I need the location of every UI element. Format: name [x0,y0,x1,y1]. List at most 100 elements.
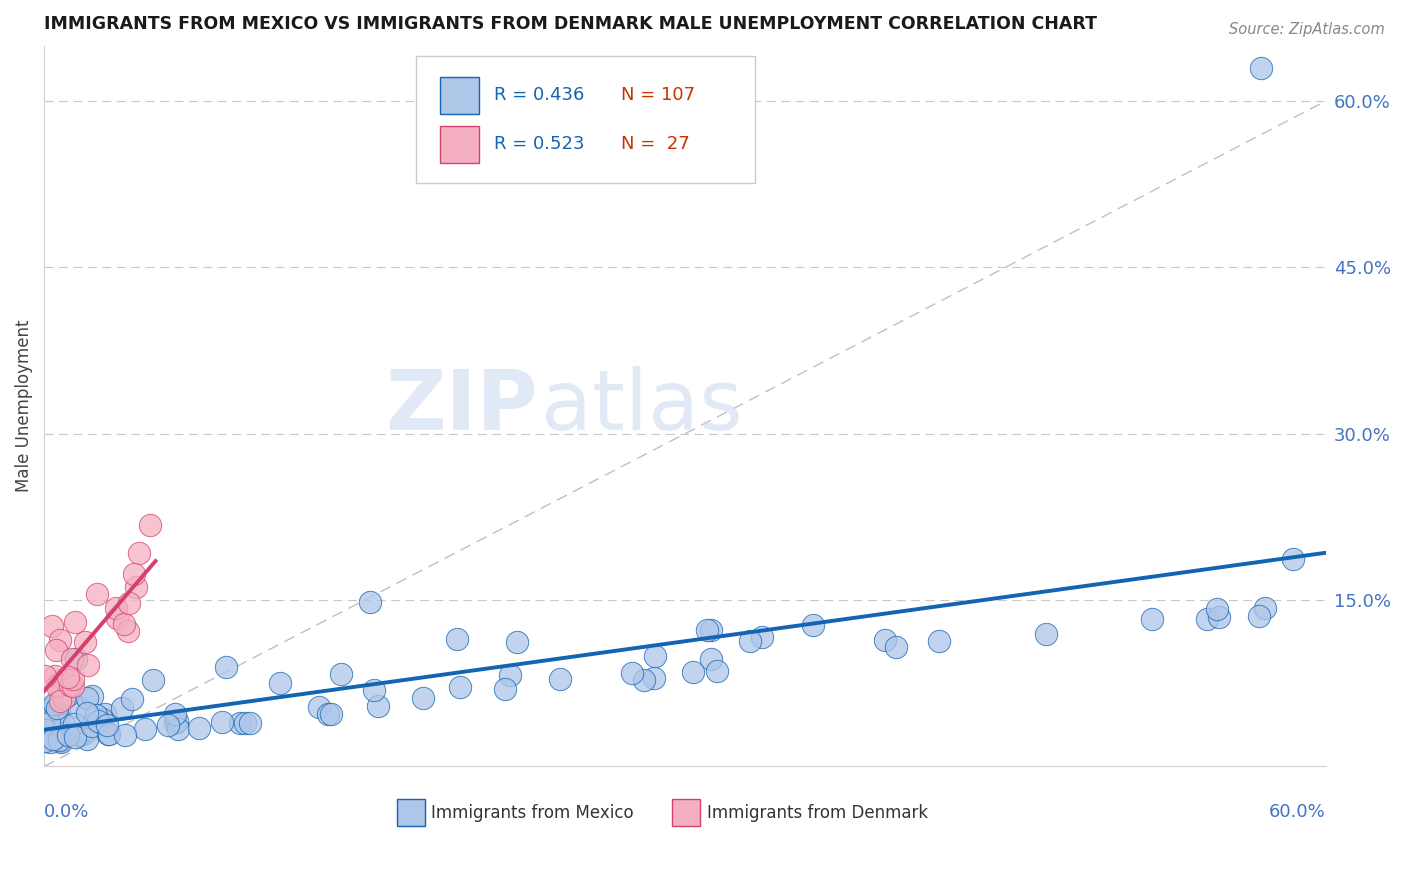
Point [42,713,65,727]
Point [84,707,107,722]
Point [308,699,330,714]
Point [107,611,129,625]
Point [76,732,98,747]
Text: N = 107: N = 107 [621,87,695,104]
Point [59,677,82,691]
Point [60,652,83,666]
Point [65,652,87,666]
Point [96,718,118,732]
Bar [440,77,478,114]
Point [45,698,67,713]
Point [62,672,84,686]
Point [316,707,339,722]
Point [128,546,150,560]
Point [91,712,114,726]
Point [46,676,69,690]
Point [329,667,352,681]
Point [269,676,291,690]
Text: ZIP: ZIP [385,366,537,447]
Point [187,721,209,735]
Point [886,640,908,655]
Point [696,623,718,637]
Point [112,617,135,632]
Point [67,728,90,742]
Point [165,707,187,722]
Point [53,672,76,686]
Point [211,715,233,730]
Point [34,669,56,683]
Point [51,735,73,749]
Point [239,715,262,730]
Point [643,671,665,685]
Point [121,691,143,706]
Point [449,681,471,695]
Point [41,732,63,747]
Point [163,716,186,731]
Point [873,632,896,647]
Point [124,566,146,581]
Point [72,727,94,741]
Point [740,634,762,648]
Point [105,601,128,615]
Point [49,732,72,747]
Point [928,634,950,648]
Text: R = 0.436: R = 0.436 [494,87,585,104]
Point [87,714,110,728]
Point [48,734,70,748]
Point [63,717,86,731]
Point [1035,627,1057,641]
Point [699,652,721,666]
Point [367,699,389,714]
Point [77,657,100,672]
Point [86,587,108,601]
Point [114,728,136,742]
Point [82,689,104,703]
Point [117,624,139,639]
Text: Immigrants from Denmark: Immigrants from Denmark [707,804,928,822]
Point [56,669,79,683]
Point [38,716,60,731]
Point [446,632,468,646]
Point [46,700,69,714]
Point [1208,610,1230,624]
Point [111,701,134,715]
Point [94,707,117,722]
Point [76,706,98,721]
Point [41,724,63,739]
Point [1140,612,1163,626]
Point [53,725,76,739]
Point [682,665,704,680]
Point [97,726,120,740]
Point [124,580,146,594]
Point [506,634,529,648]
Point [1254,600,1277,615]
Point [319,706,342,721]
FancyBboxPatch shape [416,56,755,183]
Point [73,634,96,648]
Text: N =  27: N = 27 [621,136,689,153]
Point [56,689,79,703]
Point [1282,552,1305,566]
Point [142,673,165,687]
Point [359,595,381,609]
Point [1249,608,1271,623]
Point [644,649,666,664]
Point [363,683,385,698]
Point [1206,602,1229,616]
Point [412,690,434,705]
Bar [672,799,700,826]
Point [494,682,516,697]
Text: atlas: atlas [541,366,742,447]
Point [229,716,252,731]
Text: IMMIGRANTS FROM MEXICO VS IMMIGRANTS FROM DENMARK MALE UNEMPLOYMENT CORRELATION : IMMIGRANTS FROM MEXICO VS IMMIGRANTS FRO… [44,15,1097,33]
Point [1250,61,1272,75]
Text: Immigrants from Mexico: Immigrants from Mexico [432,804,634,822]
Point [633,673,655,688]
Point [49,632,72,647]
Point [52,718,75,732]
Point [56,728,79,742]
Point [34,734,56,748]
Point [34,716,56,731]
Point [706,664,728,678]
Text: 60.0%: 60.0% [1268,803,1326,821]
